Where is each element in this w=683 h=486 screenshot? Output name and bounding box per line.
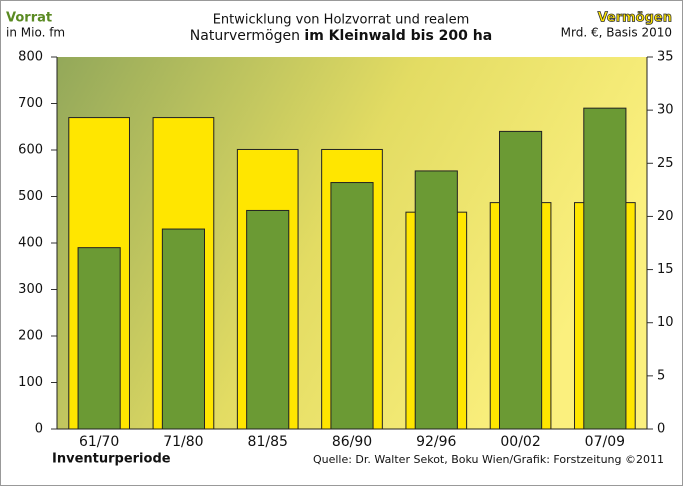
bar [161, 228, 206, 430]
y2-axis-label: Mrd. €, Basis 2010 [561, 26, 672, 40]
y2-tick-label: 30 [657, 103, 674, 118]
y2-tick-label: 0 [657, 422, 665, 437]
x-tick-label: 00/02 [500, 434, 540, 450]
bar [499, 130, 543, 430]
y2-tick-label: 10 [657, 315, 674, 330]
x-tick-label: 07/09 [585, 434, 625, 450]
chart-title: Naturvermögen im Kleinwald bis 200 ha [190, 28, 492, 44]
y2-tick-label: 20 [657, 209, 674, 224]
y-tick-label: 500 [18, 189, 43, 204]
title-part: im Kleinwald bis 200 ha [304, 28, 492, 44]
y-tick-label: 300 [18, 282, 43, 297]
y2-tick-label: 15 [657, 262, 674, 277]
x-tick-label: 61/70 [79, 434, 119, 450]
bar [583, 107, 627, 430]
y-tick-label: 0 [35, 422, 43, 437]
y-tick-label: 700 [18, 96, 43, 111]
y2-tick-label: 25 [657, 156, 674, 171]
bar [330, 182, 374, 430]
y2-axis-name: Vermögen [598, 11, 672, 26]
y-tick-label: 200 [18, 329, 43, 344]
x-tick-label: 86/90 [332, 434, 372, 450]
x-tick-label: 81/85 [248, 434, 288, 450]
y-tick-label: 400 [18, 236, 43, 251]
y-axis-label: in Mio. fm [6, 26, 65, 40]
x-axis-label: Inventurperiode [52, 452, 171, 467]
y-tick-label: 600 [18, 143, 43, 158]
y-tick-label: 800 [18, 50, 43, 65]
bar [77, 247, 121, 430]
title-part: Naturvermögen [190, 28, 300, 44]
bar [246, 209, 290, 430]
x-tick-label: 92/96 [416, 434, 456, 450]
y-axis-name: Vorrat [6, 11, 52, 26]
chart-title: Entwicklung von Holzvorrat und realem [213, 13, 470, 28]
bar [414, 170, 458, 430]
y2-tick-label: 5 [657, 368, 665, 383]
x-tick-label: 71/80 [163, 434, 203, 450]
y2-tick-label: 35 [657, 50, 674, 65]
y-tick-label: 100 [18, 375, 43, 390]
source: Quelle: Dr. Walter Sekot, Boku Wien/Graf… [313, 453, 664, 466]
